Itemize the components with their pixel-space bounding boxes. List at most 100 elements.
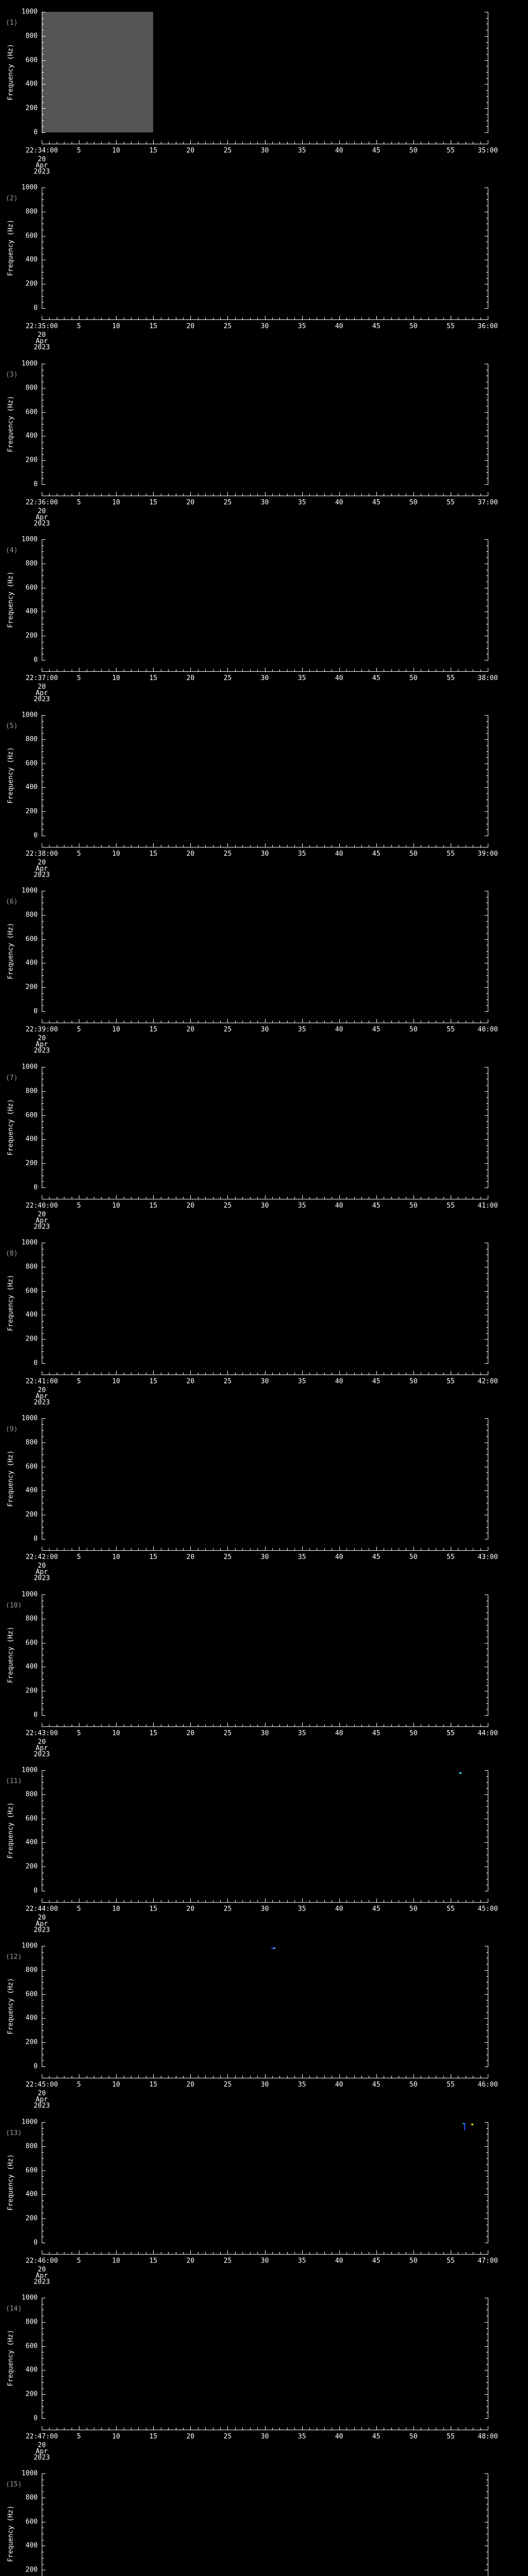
y-minor-tick <box>42 2564 44 2565</box>
x-tick-label: 5 <box>77 2081 81 2089</box>
x-minor-tick <box>235 142 236 144</box>
y-minor-tick <box>486 745 488 746</box>
x-minor-tick <box>138 2076 139 2078</box>
y-tick-label: 200 <box>25 1511 38 1519</box>
x-minor-tick <box>220 142 221 144</box>
x-axis-end-time-label: 35:00 <box>477 147 498 155</box>
y-minor-tick <box>42 2364 44 2365</box>
y-minor-tick <box>42 2382 44 2383</box>
x-tick-label: 55 <box>447 2433 455 2441</box>
x-minor-tick <box>235 1724 236 1726</box>
x-minor-tick <box>198 1724 199 1726</box>
x-major-tick <box>227 1723 228 1726</box>
x-tick-label: 55 <box>447 323 455 330</box>
y-minor-tick <box>42 1103 44 1104</box>
y-axis-title: Frequency (Hz) <box>7 1099 15 1156</box>
y-tick-label: 400 <box>25 607 38 616</box>
x-minor-tick <box>346 142 347 144</box>
y-minor-tick <box>42 2128 44 2129</box>
x-major-tick <box>265 2426 266 2430</box>
y-minor-tick <box>486 2412 488 2413</box>
y-major-tick <box>42 1139 45 1140</box>
x-minor-tick <box>428 2428 429 2430</box>
x-major-tick <box>339 2426 340 2430</box>
x-major-tick <box>190 1723 191 1726</box>
x-major-tick <box>190 2250 191 2254</box>
x-axis-date-line: 2023 <box>34 520 50 528</box>
y-minor-tick <box>42 551 44 552</box>
y-tick-label: 0 <box>34 128 38 137</box>
x-minor-tick <box>257 1724 258 1726</box>
y-minor-tick <box>486 2164 488 2165</box>
x-tick-label: 35 <box>298 2433 306 2441</box>
x-minor-tick <box>309 317 310 319</box>
y-tick-label: 800 <box>25 32 38 40</box>
x-minor-tick <box>309 1021 310 1023</box>
saturated-data-block <box>42 12 154 132</box>
x-minor-tick <box>324 2428 325 2430</box>
x-axis-start-time-label: 22:38:00 <box>25 850 58 858</box>
x-minor-tick <box>428 2076 429 2078</box>
x-minor-tick <box>354 1197 355 1199</box>
y-minor-tick <box>486 1952 488 1953</box>
panel-index-label: (14) <box>6 2305 22 2313</box>
x-minor-tick <box>220 2428 221 2430</box>
y-axis-title: Frequency (Hz) <box>7 571 15 628</box>
y-tick-label: 800 <box>25 1087 38 1095</box>
y-tick-label: 1000 <box>21 1942 38 1950</box>
x-tick-label: 25 <box>223 1730 232 1737</box>
y-minor-tick <box>486 2388 488 2389</box>
x-tick-label: 30 <box>260 1553 269 1561</box>
x-tick-label: 25 <box>223 1378 232 1385</box>
y-major-tick <box>42 1994 45 1995</box>
x-tick-label: 40 <box>335 850 343 858</box>
x-minor-tick <box>101 2252 102 2254</box>
x-major-tick <box>153 492 154 496</box>
x-tick-label: 20 <box>186 1905 195 1913</box>
x-tick-label: 25 <box>223 1553 232 1561</box>
x-major-tick <box>339 1371 340 1375</box>
x-major-tick <box>116 1723 117 1726</box>
x-minor-tick <box>294 1197 295 1199</box>
y-major-tick <box>42 2473 45 2474</box>
x-tick-label: 10 <box>112 1905 120 1913</box>
y-minor-tick <box>42 921 44 922</box>
x-minor-tick <box>287 317 288 319</box>
y-minor-tick <box>486 993 488 994</box>
y-minor-tick <box>486 933 488 934</box>
y-axis-title: Frequency (Hz) <box>7 2154 15 2211</box>
x-minor-tick <box>272 1548 273 1550</box>
panel-index-label: (9) <box>6 1426 18 1433</box>
x-major-tick <box>265 2074 266 2078</box>
x-tick-label: 25 <box>223 1026 232 1033</box>
y-minor-tick <box>486 2158 488 2159</box>
x-axis-date-line: 20 <box>38 1914 46 1922</box>
x-minor-tick <box>391 845 392 847</box>
x-minor-tick <box>220 2076 221 2078</box>
x-tick-label: 15 <box>149 1553 158 1561</box>
y-minor-tick <box>486 2376 488 2377</box>
x-minor-tick <box>294 1548 295 1550</box>
x-minor-tick <box>428 494 429 496</box>
x-minor-tick <box>287 1021 288 1023</box>
y-tick-label: 1000 <box>21 535 38 544</box>
x-tick-label: 55 <box>447 2257 455 2265</box>
x-major-tick <box>376 2250 377 2254</box>
x-tick-label: 30 <box>260 2433 269 2441</box>
x-minor-tick <box>49 1548 50 1550</box>
x-tick-label: 20 <box>186 2433 195 2441</box>
y-minor-tick <box>486 1005 488 1006</box>
y-minor-tick <box>486 969 488 970</box>
x-minor-tick <box>354 317 355 319</box>
y-major-tick <box>42 1363 45 1364</box>
y-tick-label: 600 <box>25 56 38 64</box>
x-tick-label: 5 <box>77 674 81 682</box>
x-minor-tick <box>294 142 295 144</box>
y-minor-tick <box>42 424 44 425</box>
x-minor-tick <box>183 1021 184 1023</box>
x-minor-tick <box>279 142 280 144</box>
x-axis-line <box>42 1550 488 1551</box>
y-minor-tick <box>486 2200 488 2201</box>
panel-index-label: (12) <box>6 1953 22 1961</box>
y-minor-tick <box>486 1679 488 1680</box>
